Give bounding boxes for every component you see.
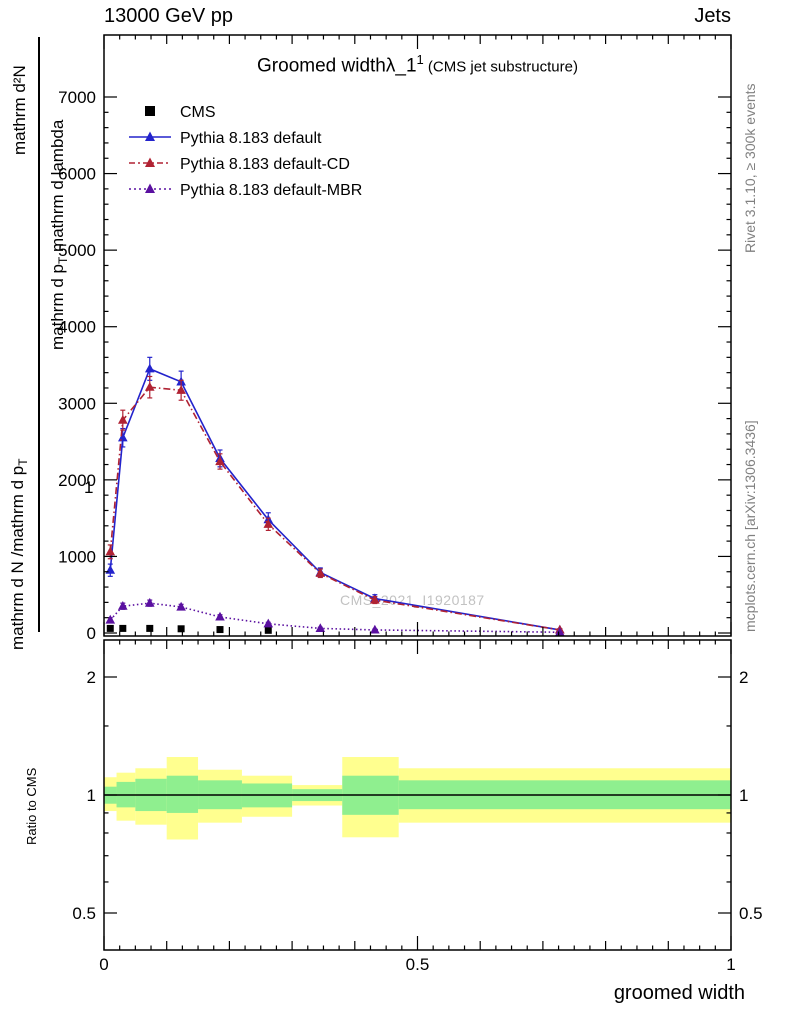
title-superscript: 1 <box>416 52 424 67</box>
series-pythia-default <box>105 356 565 634</box>
mcplots-credit-label: mcplots.cern.ch [arXiv:1306.3436] <box>742 420 758 632</box>
square-marker-icon <box>128 103 172 124</box>
legend-label: Pythia 8.183 default-CD <box>180 156 350 173</box>
y-axis-label-one: 1 <box>84 478 94 497</box>
tick-label: 7000 <box>58 88 96 107</box>
legend-label: CMS <box>180 104 216 121</box>
rivet-version-label: Rivet 3.1.10, ≥ 300k events <box>742 83 758 253</box>
series-pythia-default-cd <box>105 375 565 634</box>
triangle-marker-icon <box>128 129 172 150</box>
tick-label: 2 <box>87 668 96 687</box>
legend-label: Pythia 8.183 default <box>180 130 322 147</box>
title-analysis-ref: (CMS jet substructure) <box>423 58 578 76</box>
title-observable-symbol: λ_1 <box>385 55 417 77</box>
triangle-marker-icon <box>128 181 172 202</box>
plot-title: Groomed widthλ_11 (CMS jet substructure) <box>104 52 731 77</box>
legend-item: Pythia 8.183 default-MBR <box>128 178 362 204</box>
tick-label: 1 <box>739 786 748 805</box>
tick-label: 1000 <box>58 547 96 566</box>
beam-energy-label: 13000 GeV pp <box>104 5 233 27</box>
ratio-axis-label: Ratio to CMS <box>24 767 39 845</box>
ylabel-fraction-bar <box>38 37 40 632</box>
tick-label: 1 <box>726 955 735 974</box>
tick-label: 0 <box>99 955 108 974</box>
y-axis-label-normalisation: mathrm d N /mathrm d pT <box>8 458 30 650</box>
tick-label: 0 <box>87 624 96 643</box>
analysis-id-watermark: CMS_2021_I1920187 <box>340 592 485 608</box>
legend-item: Pythia 8.183 default-CD <box>128 152 362 178</box>
x-axis-label: groomed width <box>613 982 745 1004</box>
tick-label: 0.5 <box>406 955 430 974</box>
y-axis-label-denominator: mathrm d pT mathrm d lambda <box>48 119 70 350</box>
tick-label: 0.5 <box>72 904 96 923</box>
ratio-uncertainty-bands <box>104 757 731 840</box>
legend-item: CMS <box>128 100 362 126</box>
tick-label: 0.5 <box>739 904 763 923</box>
legend-item: Pythia 8.183 default <box>128 126 362 152</box>
y-axis-label-numerator: mathrm d²N <box>10 65 29 155</box>
analysis-group-label: Jets <box>694 5 731 27</box>
legend: CMS Pythia 8.183 default Pythia 8.183 defa… <box>128 100 362 204</box>
tick-label: 3000 <box>58 394 96 413</box>
title-text: Groomed width <box>257 55 386 77</box>
panel-frame <box>103 639 732 951</box>
series-cms <box>106 624 272 634</box>
legend-label: Pythia 8.183 default-MBR <box>180 182 363 199</box>
series-pythia-default-mbr <box>105 597 565 636</box>
tick-label: 2 <box>739 668 748 687</box>
tick-label: 1 <box>87 786 96 805</box>
triangle-marker-icon <box>128 155 172 176</box>
